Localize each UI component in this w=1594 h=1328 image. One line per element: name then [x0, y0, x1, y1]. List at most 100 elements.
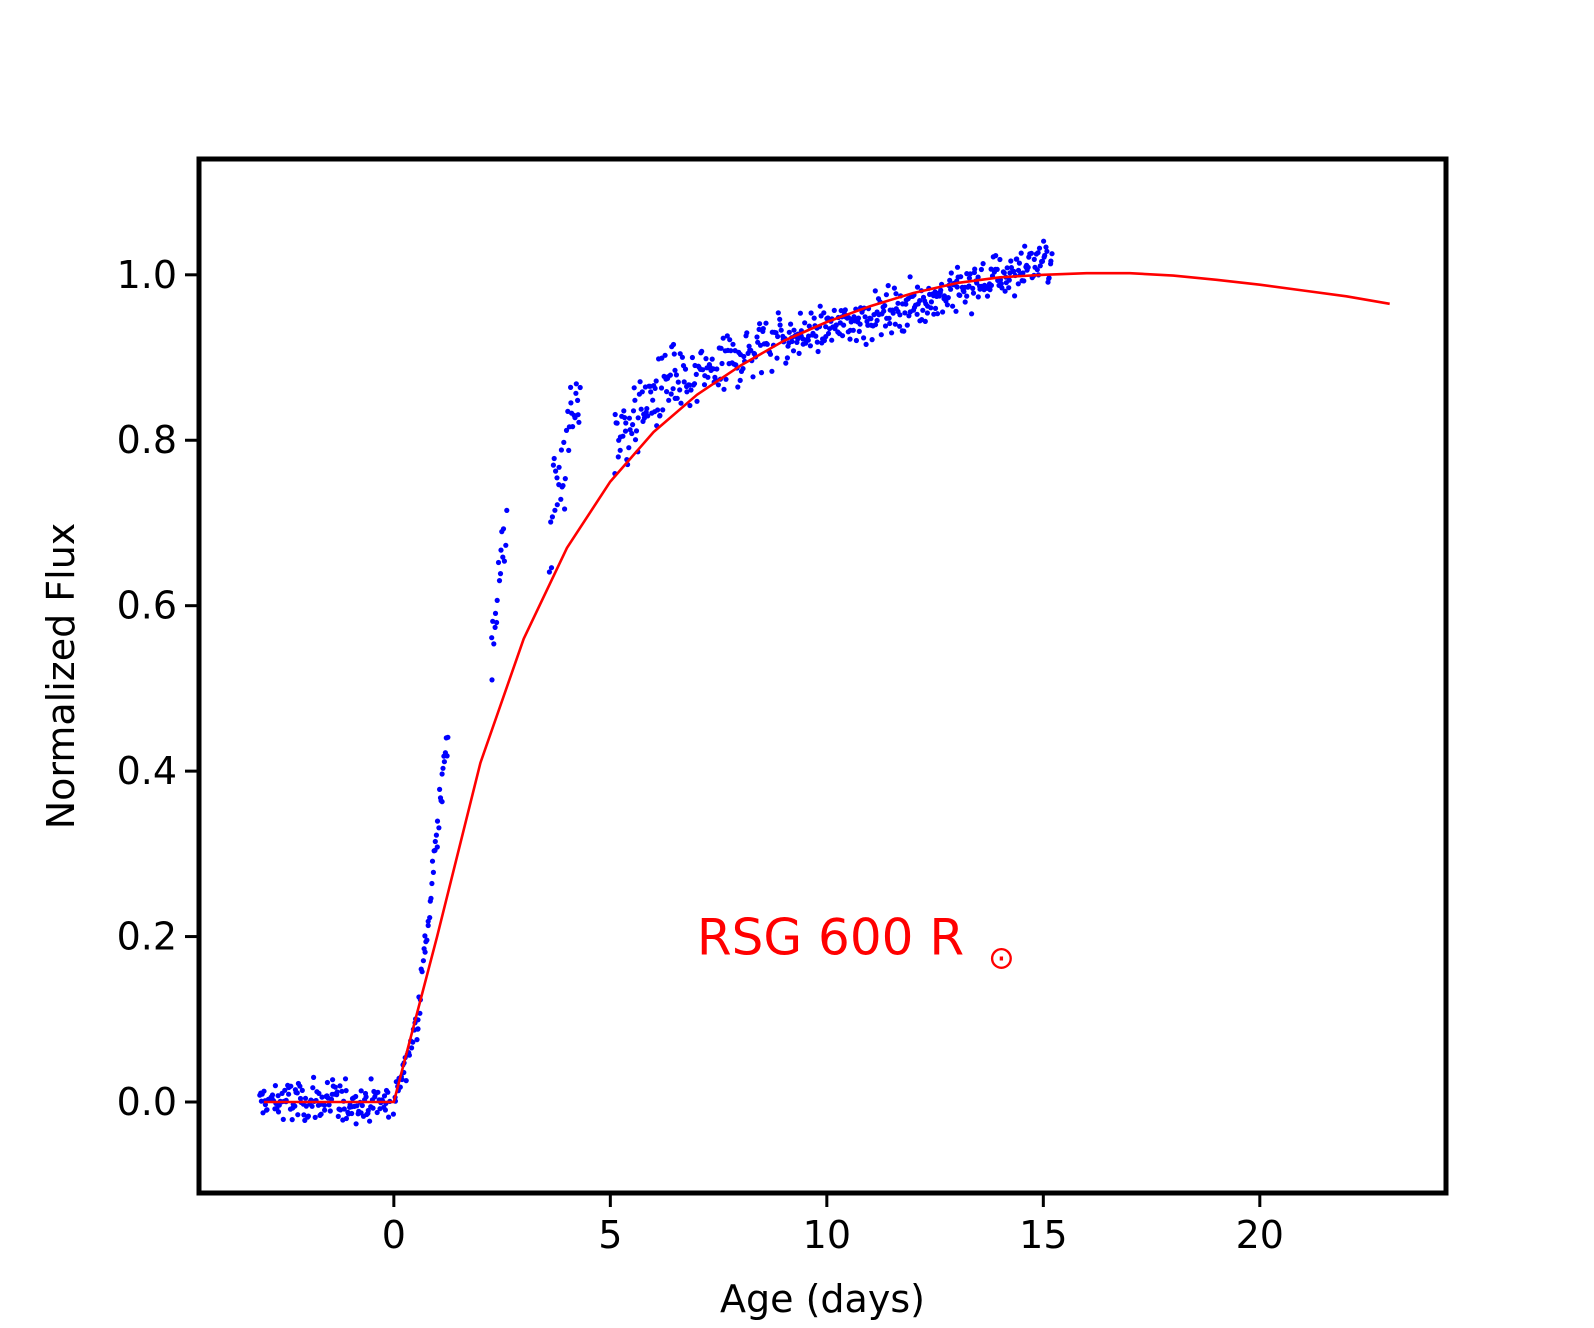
- data-point: [967, 271, 973, 277]
- data-point: [897, 312, 903, 318]
- data-point: [914, 284, 921, 290]
- data-point: [808, 310, 814, 316]
- data-point: [932, 305, 939, 311]
- x-tick-label: 15: [1019, 1213, 1067, 1257]
- data-point: [622, 428, 629, 434]
- data-point: [658, 385, 665, 391]
- data-point: [422, 933, 428, 939]
- data-point: [928, 299, 935, 305]
- data-point: [553, 468, 559, 474]
- data-point: [492, 610, 499, 617]
- data-point: [1035, 250, 1041, 256]
- data-point: [903, 301, 909, 307]
- data-point: [861, 335, 867, 341]
- data-point: [500, 554, 506, 560]
- data-point: [883, 292, 890, 298]
- y-tick-label: 0.6: [117, 584, 177, 628]
- data-point: [302, 1095, 309, 1101]
- data-point: [367, 1118, 373, 1124]
- data-point: [850, 327, 856, 333]
- plot-content: [257, 238, 1390, 1127]
- data-point: [906, 313, 912, 319]
- data-point: [993, 253, 999, 259]
- data-point: [851, 314, 857, 320]
- data-point: [674, 395, 680, 401]
- data-point: [666, 397, 672, 403]
- data-point: [324, 1079, 330, 1086]
- data-point: [548, 519, 554, 525]
- data-point: [874, 317, 880, 324]
- data-point: [970, 285, 976, 291]
- data-point: [901, 328, 907, 334]
- data-point: [1004, 265, 1010, 271]
- data-point: [546, 569, 553, 575]
- data-point: [386, 1114, 392, 1120]
- data-point: [969, 311, 975, 317]
- data-point: [436, 825, 442, 831]
- data-point: [489, 635, 495, 641]
- data-point: [368, 1076, 374, 1082]
- data-point: [872, 322, 879, 328]
- data-point: [575, 412, 581, 418]
- data-point: [617, 447, 623, 453]
- data-point: [653, 378, 659, 384]
- data-point: [558, 496, 564, 502]
- data-point: [1041, 238, 1047, 244]
- data-point: [316, 1090, 322, 1096]
- sun-symbol-icon: ⊙: [988, 939, 1015, 977]
- data-point: [1025, 264, 1031, 270]
- data-point: [670, 386, 676, 392]
- data-point: [948, 270, 954, 276]
- data-point: [381, 1093, 388, 1099]
- data-point: [783, 360, 789, 366]
- data-point: [612, 411, 618, 418]
- data-point: [650, 397, 656, 403]
- data-point: [339, 1088, 345, 1094]
- data-point: [365, 1107, 371, 1114]
- data-point: [410, 1039, 416, 1045]
- data-point: [434, 818, 441, 824]
- data-point: [406, 1052, 412, 1058]
- data-point: [786, 329, 792, 335]
- data-point: [668, 391, 674, 397]
- data-point: [620, 433, 626, 439]
- data-point: [914, 311, 920, 317]
- x-axis-label: Age (days): [720, 1277, 925, 1321]
- data-point: [425, 922, 431, 929]
- y-axis-label: Normalized Flux: [39, 523, 83, 830]
- data-point: [575, 397, 581, 403]
- data-point: [439, 771, 445, 777]
- data-point: [868, 316, 874, 322]
- data-point: [953, 308, 959, 314]
- data-point: [550, 462, 557, 468]
- data-point: [689, 354, 696, 361]
- data-point: [353, 1093, 359, 1100]
- data-point: [275, 1093, 281, 1099]
- data-point: [652, 385, 658, 391]
- data-point: [1001, 270, 1007, 276]
- data-point: [945, 295, 951, 301]
- data-point: [621, 408, 627, 414]
- y-tick-label: 0.0: [117, 1080, 177, 1124]
- data-point: [342, 1076, 349, 1082]
- data-point: [1018, 250, 1024, 256]
- data-point: [917, 298, 923, 304]
- data-point: [720, 335, 726, 341]
- x-tick-label: 20: [1236, 1213, 1284, 1257]
- data-point: [551, 455, 557, 462]
- data-point: [872, 288, 878, 294]
- data-point: [878, 332, 884, 338]
- data-point: [795, 336, 801, 342]
- data-point: [429, 858, 436, 864]
- data-point: [719, 360, 725, 367]
- data-point: [614, 420, 620, 426]
- data-point: [632, 437, 639, 443]
- data-point: [797, 310, 804, 316]
- data-point: [637, 379, 643, 385]
- data-point: [275, 1109, 282, 1115]
- data-point: [975, 294, 981, 300]
- data-point: [615, 454, 621, 460]
- data-point: [498, 547, 504, 553]
- data-point: [1014, 256, 1020, 262]
- data-point: [825, 330, 832, 337]
